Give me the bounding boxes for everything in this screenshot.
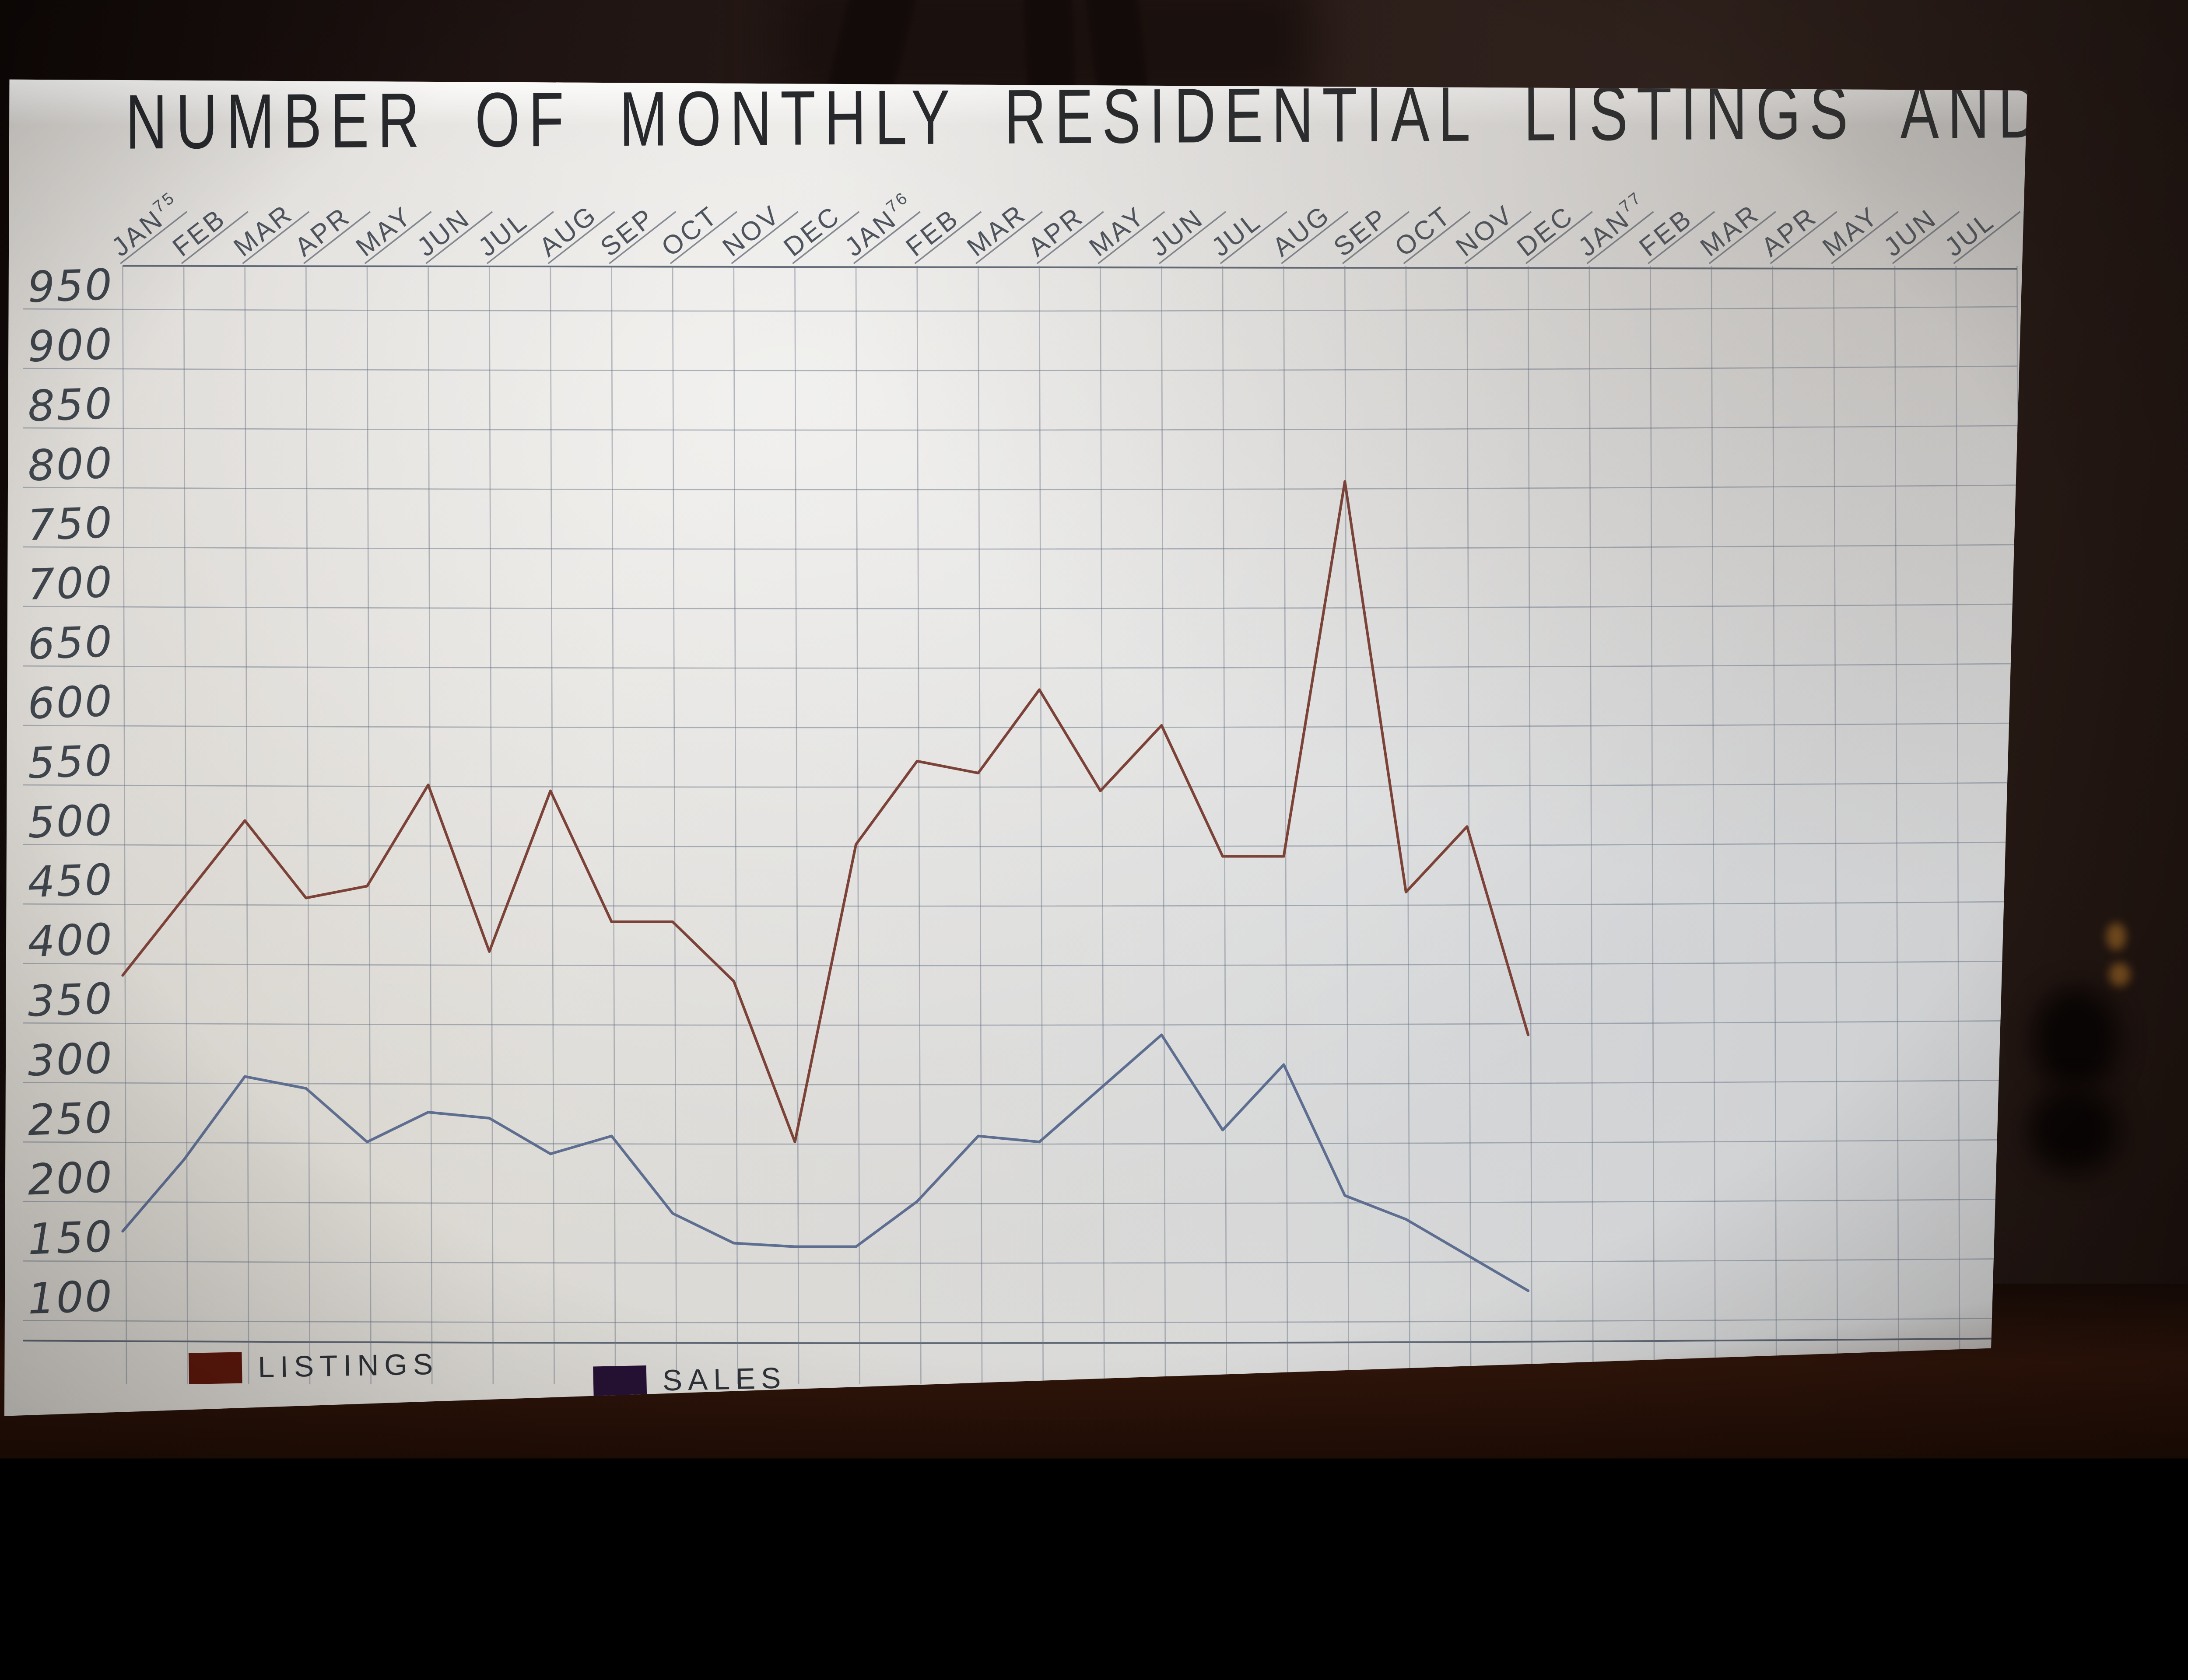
door-hardware-glint — [2109, 962, 2131, 987]
svg-text:JUN: JUN — [411, 203, 476, 262]
easel-strap-icon — [1024, 0, 1075, 92]
svg-text:JUN: JUN — [1145, 203, 1209, 262]
svg-text:200: 200 — [27, 1152, 114, 1205]
svg-text:JAN76: JAN76 — [838, 188, 920, 262]
svg-text:850: 850 — [27, 379, 114, 431]
svg-text:900: 900 — [27, 319, 114, 371]
svg-text:AUG: AUG — [1267, 199, 1336, 262]
listings-color-swatch — [188, 1352, 242, 1384]
svg-text:APR: APR — [1022, 201, 1089, 262]
svg-text:MAY: MAY — [1817, 200, 1884, 262]
svg-text:800: 800 — [27, 438, 114, 491]
svg-text:650: 650 — [27, 617, 114, 669]
photo-scene: NUMBER OF MONTHLY RESIDENTIAL LISTINGS A… — [0, 0, 2188, 1459]
svg-text:APR: APR — [289, 201, 356, 262]
svg-text:FEB: FEB — [900, 203, 964, 262]
svg-text:OCT: OCT — [1389, 200, 1457, 262]
svg-text:JUL: JUL — [1206, 205, 1266, 262]
svg-text:750: 750 — [27, 498, 114, 550]
svg-text:600: 600 — [27, 676, 114, 729]
svg-text:JAN77: JAN77 — [1571, 188, 1654, 262]
svg-text:MAY: MAY — [350, 200, 417, 262]
svg-text:950: 950 — [27, 260, 114, 312]
graph-paper-sheet: NUMBER OF MONTHLY RESIDENTIAL LISTINGS A… — [4, 79, 2027, 1416]
svg-text:MAR: MAR — [1694, 198, 1765, 262]
svg-text:150: 150 — [27, 1212, 114, 1264]
svg-text:450: 450 — [27, 855, 114, 907]
svg-text:JUL: JUL — [1939, 205, 2000, 262]
svg-text:MAR: MAR — [961, 198, 1032, 262]
svg-text:OCT: OCT — [656, 200, 724, 262]
legend-item-listings: LISTINGS — [188, 1347, 439, 1386]
svg-text:700: 700 — [27, 557, 114, 610]
svg-text:SEP: SEP — [595, 202, 660, 262]
legend-label-listings: LISTINGS — [257, 1347, 439, 1384]
svg-text:NOV: NOV — [1450, 199, 1519, 262]
svg-text:MAY: MAY — [1083, 200, 1151, 262]
sales-color-swatch — [593, 1365, 647, 1398]
svg-text:DEC: DEC — [1511, 200, 1579, 262]
svg-text:AUG: AUG — [533, 199, 603, 262]
svg-text:APR: APR — [1756, 201, 1823, 262]
svg-text:550: 550 — [27, 736, 114, 788]
svg-text:SEP: SEP — [1328, 202, 1394, 262]
svg-text:300: 300 — [27, 1033, 114, 1086]
svg-text:JUL: JUL — [473, 205, 533, 262]
svg-text:400: 400 — [27, 914, 114, 967]
svg-text:DEC: DEC — [778, 200, 846, 262]
svg-text:JUN: JUN — [1878, 203, 1942, 262]
svg-text:500: 500 — [27, 795, 114, 848]
svg-text:JAN75: JAN75 — [105, 188, 187, 262]
svg-text:NOV: NOV — [717, 199, 786, 262]
svg-text:350: 350 — [27, 974, 114, 1026]
door-hardware-glint — [2106, 923, 2126, 950]
svg-text:MAR: MAR — [228, 198, 298, 262]
svg-text:250: 250 — [27, 1093, 114, 1145]
background-shadow-blob — [2032, 987, 2120, 1090]
svg-text:FEB: FEB — [1634, 203, 1698, 262]
svg-text:100: 100 — [27, 1271, 114, 1324]
background-shadow-blob — [2028, 1086, 2120, 1174]
svg-text:FEB: FEB — [167, 203, 231, 262]
